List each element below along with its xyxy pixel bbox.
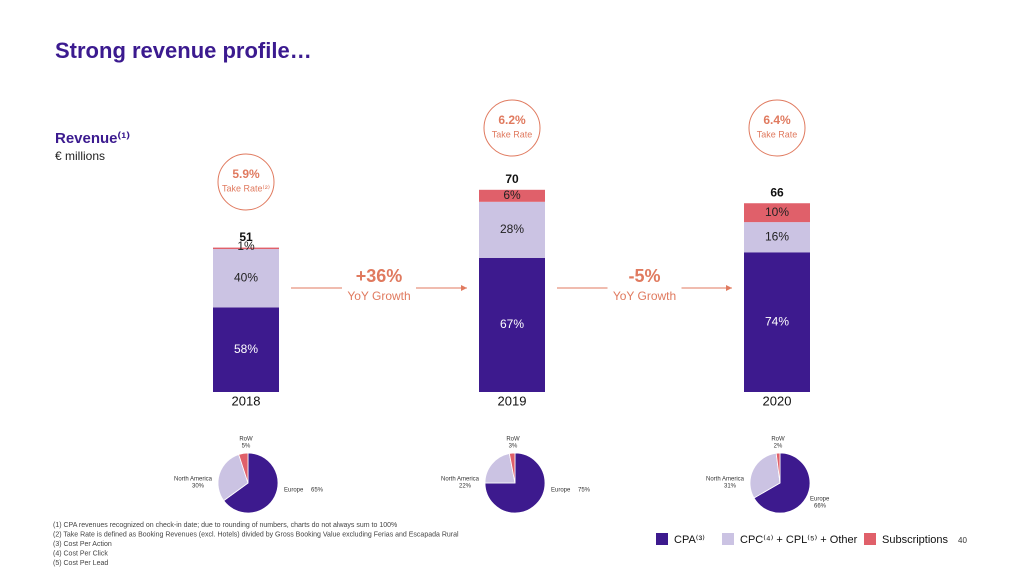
- bar-segment: [213, 307, 279, 392]
- growth-caption: YoY Growth: [347, 289, 410, 303]
- arrow-head: [461, 285, 467, 291]
- take-rate-value: 6.2%: [498, 113, 526, 127]
- pie-label: RoW: [771, 437, 785, 443]
- x-tick-label: 2019: [498, 393, 527, 408]
- pie-slice: [484, 453, 516, 484]
- pie-label: RoW: [239, 437, 253, 443]
- footnote: (1) CPA revenues recognized on check-in …: [53, 522, 397, 529]
- arrow-head: [726, 285, 732, 291]
- bar-total: 51: [239, 230, 253, 244]
- pie-slice: [223, 452, 279, 514]
- pie-value: 31%: [724, 484, 737, 490]
- bar-total: 70: [505, 172, 519, 186]
- pie-label: RoW: [506, 437, 520, 443]
- take-rate-caption: Take Rate: [757, 129, 798, 139]
- legend-swatch: [656, 533, 668, 545]
- x-tick-label: 2020: [763, 393, 792, 408]
- bar-segment: [479, 189, 545, 202]
- legend-swatch: [864, 533, 876, 545]
- pie-label: Europe: [810, 497, 830, 503]
- pie-value: 30%: [192, 484, 205, 490]
- segment-label: 40%: [234, 270, 258, 284]
- chart-subtitle: € millions: [55, 149, 105, 163]
- growth-value: +36%: [356, 266, 403, 286]
- pie-value: 2%: [774, 444, 783, 450]
- segment-label: 6%: [503, 188, 521, 202]
- take-rate-caption: Take Rate⁽²⁾: [222, 183, 270, 193]
- pie-slice: [775, 452, 781, 484]
- take-rate-circle: [217, 153, 275, 211]
- slide-title: Strong revenue profile…: [55, 38, 312, 63]
- legend-label: Subscriptions: [882, 534, 949, 546]
- bar-segment: [744, 203, 810, 223]
- pie-slice: [753, 452, 811, 514]
- page-number: 40: [958, 536, 967, 545]
- legend-label: CPC⁽⁴⁾ + CPL⁽⁵⁾ + Other: [740, 534, 858, 546]
- legend-label: CPA⁽³⁾: [674, 534, 705, 546]
- take-rate-circle: [483, 99, 541, 157]
- bar-segment: [213, 249, 279, 308]
- pie-label: North America: [174, 477, 213, 483]
- segment-label: 67%: [500, 317, 524, 331]
- pie-label: Europe: [284, 488, 304, 494]
- pie-label: North America: [441, 477, 480, 483]
- pie-value: 65%: [311, 488, 324, 494]
- segment-label: 1%: [237, 239, 255, 253]
- pie-slice: [508, 452, 516, 484]
- take-rate-value: 5.9%: [232, 167, 260, 181]
- x-tick-label: 2018: [232, 393, 261, 408]
- pie-value: 3%: [509, 444, 518, 450]
- pie-slice: [484, 452, 546, 514]
- pie-slice: [238, 452, 249, 484]
- bar-segment: [744, 222, 810, 253]
- take-rate-circle: [748, 99, 806, 157]
- pie-slice: [749, 452, 781, 499]
- footnote: (4) Cost Per Click: [53, 550, 108, 557]
- take-rate-value: 6.4%: [763, 113, 791, 127]
- pie-value: 22%: [459, 484, 472, 490]
- pie-label: Europe: [551, 488, 571, 494]
- growth-caption: YoY Growth: [613, 289, 676, 303]
- segment-label: 74%: [765, 314, 789, 328]
- footnote: (3) Cost Per Action: [53, 541, 112, 548]
- bar-segment: [744, 252, 810, 392]
- segment-label: 16%: [765, 229, 789, 243]
- pie-value: 5%: [242, 444, 251, 450]
- footnote: (5) Cost Per Lead: [53, 560, 108, 567]
- segment-label: 58%: [234, 342, 258, 356]
- pie-value: 75%: [578, 488, 591, 494]
- bar-segment: [213, 247, 279, 250]
- chart-title: Revenue⁽¹⁾: [55, 130, 130, 147]
- segment-label: 10%: [765, 205, 789, 219]
- pie-value: 66%: [814, 504, 827, 510]
- take-rate-caption: Take Rate: [492, 129, 533, 139]
- bar-segment: [479, 257, 545, 392]
- footnote: (2) Take Rate is defined as Booking Reve…: [53, 531, 459, 538]
- growth-value: -5%: [628, 266, 660, 286]
- bar-total: 66: [770, 185, 784, 199]
- bar-segment: [479, 201, 545, 258]
- pie-slice: [217, 453, 249, 502]
- legend-swatch: [722, 533, 734, 545]
- pie-label: North America: [706, 477, 745, 483]
- segment-label: 28%: [500, 222, 524, 236]
